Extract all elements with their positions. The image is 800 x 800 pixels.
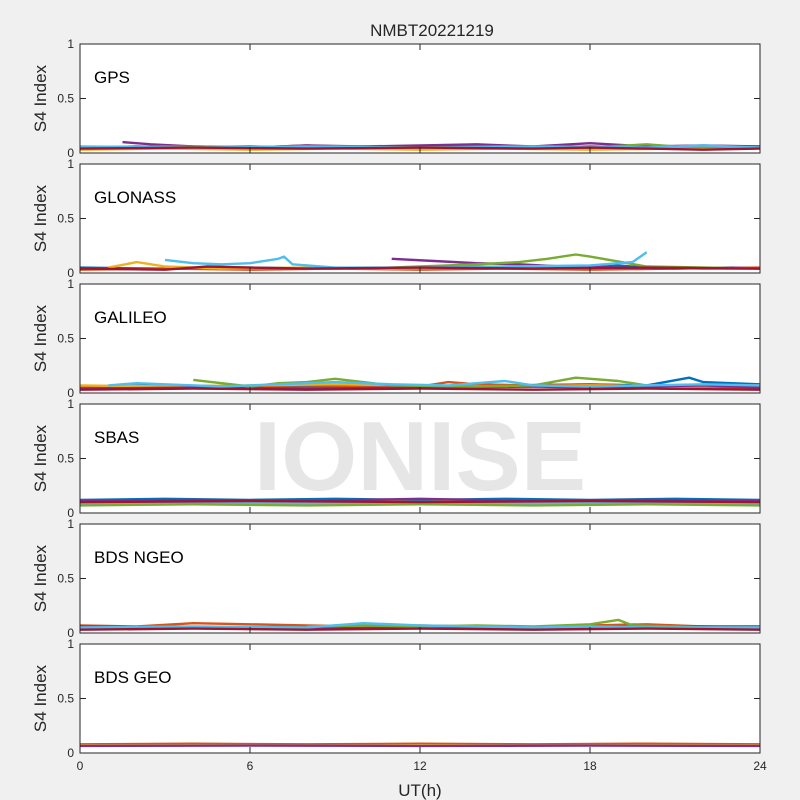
y-tick-label: 0 bbox=[67, 746, 74, 760]
series-line bbox=[79, 742, 761, 746]
x-axis-label: UT(h) bbox=[398, 781, 441, 800]
y-axis-label: S4 Index bbox=[31, 664, 50, 732]
panel-label: SBAS bbox=[94, 428, 139, 447]
chart-title: NMBT20221219 bbox=[370, 21, 494, 40]
y-tick-label: 0 bbox=[67, 386, 74, 400]
y-axis-label: S4 Index bbox=[31, 304, 50, 372]
plot-area bbox=[80, 404, 760, 513]
panel-label: GPS bbox=[94, 68, 130, 87]
series-line bbox=[79, 499, 761, 504]
panel-label: GLONASS bbox=[94, 188, 176, 207]
panel-2: 0 0.5 1 S4 Index GALILEO bbox=[31, 277, 761, 400]
plot-area bbox=[80, 644, 760, 753]
plot-area bbox=[80, 524, 760, 633]
x-tick-label: 18 bbox=[583, 759, 597, 773]
y-tick-label: 1 bbox=[67, 277, 74, 291]
y-tick-label: 1 bbox=[67, 157, 74, 171]
y-tick-label: 0.5 bbox=[57, 332, 74, 346]
x-tick-label: 0 bbox=[77, 759, 84, 773]
series-line bbox=[108, 379, 761, 388]
plot-area bbox=[80, 44, 760, 153]
y-axis-label: S4 Index bbox=[31, 424, 50, 492]
y-tick-label: 0.5 bbox=[57, 212, 74, 226]
y-tick-label: 0 bbox=[67, 506, 74, 520]
y-tick-label: 0 bbox=[67, 626, 74, 640]
y-axis-label: S4 Index bbox=[31, 544, 50, 612]
y-tick-label: 1 bbox=[67, 517, 74, 531]
panel-1: 0 0.5 1 S4 Index GLONASS bbox=[31, 157, 761, 280]
watermark: IONISE bbox=[254, 401, 586, 511]
panel-3: 0 0.5 1 S4 Index SBAS bbox=[31, 397, 761, 520]
series-line bbox=[79, 265, 761, 271]
panel-label: BDS GEO bbox=[94, 668, 171, 687]
y-tick-label: 1 bbox=[67, 397, 74, 411]
x-tick-label: 24 bbox=[753, 759, 767, 773]
panels: 0 0.5 1 S4 Index GPS 0 0.5 1 S4 Index GLONASS 0 0.5… bbox=[31, 37, 767, 773]
y-tick-label: 1 bbox=[67, 37, 74, 51]
panel-5: 0 0.5 1 S4 Index BDS GEO bbox=[31, 637, 761, 760]
y-tick-label: 1 bbox=[67, 637, 74, 651]
x-tick-label: 6 bbox=[247, 759, 254, 773]
y-tick-label: 0.5 bbox=[57, 92, 74, 106]
y-tick-label: 0.5 bbox=[57, 572, 74, 586]
y-axis-label: S4 Index bbox=[31, 64, 50, 132]
panel-label: GALILEO bbox=[94, 308, 167, 327]
series-line bbox=[79, 497, 761, 503]
panel-0: 0 0.5 1 S4 Index GPS bbox=[31, 37, 761, 160]
y-tick-label: 0 bbox=[67, 146, 74, 160]
y-tick-label: 0.5 bbox=[57, 452, 74, 466]
y-tick-label: 0.5 bbox=[57, 692, 74, 706]
panel-4: 0 0.5 1 S4 Index BDS NGEO bbox=[31, 517, 761, 640]
y-tick-label: 0 bbox=[67, 266, 74, 280]
plot-area bbox=[80, 164, 760, 273]
x-tick-label: 12 bbox=[413, 759, 427, 773]
series-line bbox=[79, 503, 761, 507]
series-line bbox=[164, 251, 648, 269]
y-axis-label: S4 Index bbox=[31, 184, 50, 252]
series-line bbox=[79, 146, 761, 151]
panel-label: BDS NGEO bbox=[94, 548, 184, 567]
plot-area bbox=[80, 284, 760, 393]
